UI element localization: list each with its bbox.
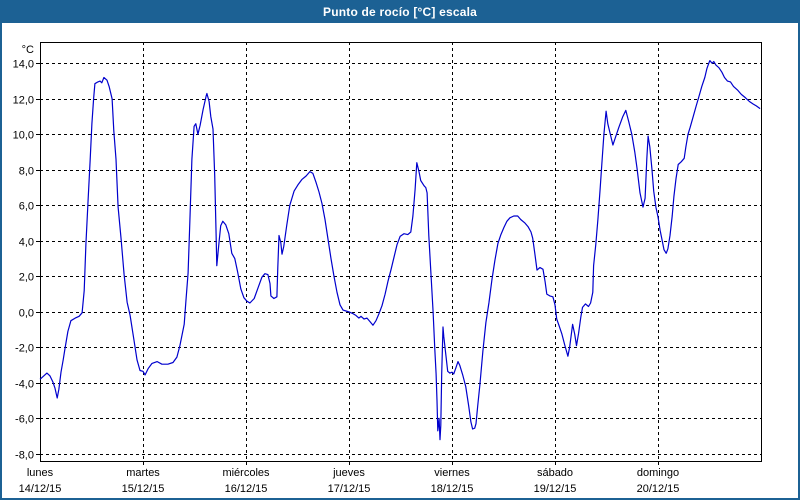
x-day-label: domingo <box>637 467 679 479</box>
x-date-label: 18/12/15 <box>431 483 474 495</box>
y-tick-label: -2,0 <box>15 343 34 355</box>
y-tick-label: 4,0 <box>19 237 34 249</box>
y-tick-label: 14,0 <box>13 59 34 71</box>
y-tick-label: -8,0 <box>15 450 34 462</box>
y-tick-label: 12,0 <box>13 95 34 107</box>
x-date-label: 20/12/15 <box>637 483 680 495</box>
window-titlebar: Punto de rocío [°C] escala <box>2 2 798 23</box>
x-date-label: 15/12/15 <box>122 483 165 495</box>
y-tick-label: 6,0 <box>19 201 34 213</box>
x-date-label: 19/12/15 <box>534 483 577 495</box>
y-tick-label: -4,0 <box>15 379 34 391</box>
x-day-label: lunes <box>27 467 54 479</box>
x-day-label: martes <box>126 467 160 479</box>
x-date-label: 17/12/15 <box>328 483 371 495</box>
x-date-label: 16/12/15 <box>225 483 268 495</box>
y-tick-label: 10,0 <box>13 130 34 142</box>
plot-border <box>40 42 762 462</box>
y-tick-label: 0,0 <box>19 308 34 320</box>
chart-area: 14,0 12,0 10,0 8,0 6,0 4,0 2,0 0,0 -2,0 -4,0 -6,0 -… <box>2 23 798 498</box>
window-title: Punto de rocío [°C] escala <box>322 5 478 19</box>
dewpoint-series-line <box>39 59 761 441</box>
dewpoint-line-chart: 14,0 12,0 10,0 8,0 6,0 4,0 2,0 0,0 -2,0 -4,0 -6,0 -… <box>13 42 762 495</box>
y-tick-label: 8,0 <box>19 166 34 178</box>
x-day-label: miércoles <box>222 467 270 479</box>
y-axis-unit-label: °C <box>22 44 34 56</box>
x-day-label: jueves <box>332 467 365 479</box>
y-tick-label: 2,0 <box>19 272 34 284</box>
x-date-label: 14/12/15 <box>19 483 62 495</box>
x-day-label: viernes <box>434 467 470 479</box>
y-tick-label: -6,0 <box>15 414 34 426</box>
x-day-label: sábado <box>537 467 573 479</box>
